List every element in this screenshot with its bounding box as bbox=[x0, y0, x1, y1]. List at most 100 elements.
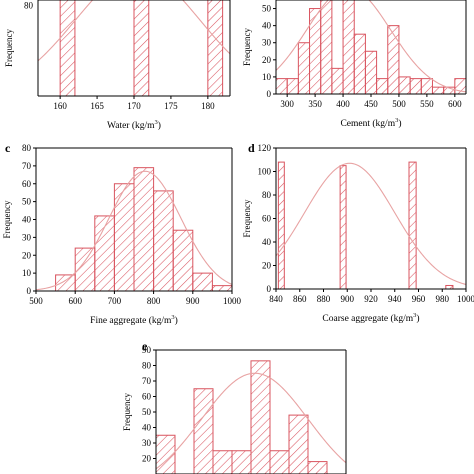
x-axis-label-text: Water (kg/m bbox=[107, 120, 155, 131]
normal-fit-curve bbox=[276, 162, 466, 286]
y-axis-label: Frequency bbox=[122, 393, 132, 431]
y-tick-label: 50 bbox=[22, 197, 32, 207]
y-tick-label: 30 bbox=[262, 38, 272, 48]
bar bbox=[156, 434, 176, 474]
bar bbox=[398, 76, 411, 94]
y-tick-label: 100 bbox=[258, 167, 272, 177]
panel-e: 20 30 40 50 60 70 80 90 Frequency e bbox=[122, 339, 347, 474]
y-tick-label: 80 bbox=[262, 190, 272, 200]
bar bbox=[133, 167, 155, 291]
x-axis-label-sup: 3 bbox=[171, 314, 174, 321]
bar bbox=[353, 33, 366, 94]
y-tick-label: 10 bbox=[262, 72, 272, 82]
x-tick-label: 800 bbox=[147, 296, 161, 306]
bar bbox=[55, 274, 76, 291]
bar bbox=[376, 78, 389, 94]
bar bbox=[288, 414, 309, 474]
bar bbox=[342, 0, 355, 94]
panel-c: 500 600 700 800 900 1000 0 10 20 30 40 50 60 70 80 Freq… bbox=[2, 141, 242, 326]
y-tick-label: 40 bbox=[262, 21, 272, 31]
x-tick-label: 175 bbox=[164, 101, 178, 111]
bars bbox=[276, 0, 466, 94]
bar bbox=[59, 0, 76, 96]
y-axis-label: Frequency bbox=[242, 199, 252, 237]
y-tick-label: 0 bbox=[267, 284, 272, 294]
x-tick-label: 880 bbox=[317, 294, 331, 304]
bar bbox=[387, 25, 400, 94]
bar bbox=[445, 284, 454, 289]
normal-fit-curve bbox=[156, 372, 346, 470]
panel-d: 840 860 880 900 920 940 960 980 1000 0 20 40 60 80 100… bbox=[242, 141, 474, 324]
bar bbox=[276, 78, 288, 94]
x-tick-label: 400 bbox=[336, 99, 350, 109]
bar bbox=[331, 67, 344, 94]
bar bbox=[431, 86, 445, 94]
x-tick-label: 1000 bbox=[457, 294, 474, 304]
y-tick-label: 0 bbox=[27, 286, 32, 296]
normal-fit-curve bbox=[38, 0, 230, 62]
bar bbox=[269, 450, 290, 474]
bar bbox=[172, 229, 194, 291]
bar bbox=[309, 8, 322, 94]
y-tick-label: 60 bbox=[142, 392, 152, 402]
y-axis-label: Frequency bbox=[2, 200, 12, 238]
x-tick-label: 160 bbox=[53, 101, 67, 111]
bar bbox=[307, 461, 328, 474]
bar bbox=[193, 388, 214, 474]
bar bbox=[420, 78, 433, 94]
bar bbox=[364, 50, 378, 94]
y-axis-label: Frequency bbox=[4, 29, 14, 67]
x-axis-label: Water (kg/m3) bbox=[107, 119, 161, 131]
x-tick-label: 960 bbox=[412, 294, 426, 304]
y-axis-label: Frequency bbox=[242, 28, 252, 66]
bar bbox=[250, 360, 271, 474]
y-tick-label: 20 bbox=[262, 55, 272, 65]
x-axis-label-text: Cement (kg/m bbox=[340, 118, 395, 129]
x-tick-label: 165 bbox=[90, 101, 104, 111]
x-axis-label-sup: 3 bbox=[413, 312, 416, 319]
x-tick-label: 450 bbox=[364, 99, 378, 109]
y-tick-label: 70 bbox=[22, 161, 32, 171]
bar bbox=[339, 165, 347, 289]
x-tick-label: 940 bbox=[388, 294, 402, 304]
normal-fit-curve bbox=[36, 170, 232, 291]
x-tick-label: 700 bbox=[108, 296, 122, 306]
x-tick-label: 600 bbox=[68, 296, 82, 306]
y-tick-label: 20 bbox=[262, 261, 272, 271]
x-axis-label: Cement (kg/m3) bbox=[340, 117, 401, 129]
bars bbox=[55, 167, 232, 291]
y-tick-label: 80 bbox=[142, 361, 152, 371]
y-tick-label: 50 bbox=[142, 407, 152, 417]
y-tick-label: 70 bbox=[142, 376, 152, 386]
y-tick-label: 90 bbox=[142, 345, 152, 355]
x-axis-label-sup: 3 bbox=[395, 117, 398, 124]
bar bbox=[211, 285, 232, 291]
normal-fit-curve bbox=[276, 0, 466, 93]
x-tick-label: 550 bbox=[420, 99, 434, 109]
x-axis-label-tail: ) bbox=[158, 120, 161, 131]
panel-b: 300 350 400 450 500 550 600 0 10 20 30 40 50 Frequenc… bbox=[242, 0, 467, 129]
bar bbox=[192, 272, 213, 291]
panel-label: d bbox=[248, 141, 255, 155]
y-tick-label: 10 bbox=[22, 268, 32, 278]
bar bbox=[286, 78, 299, 94]
bar bbox=[212, 450, 233, 474]
bar bbox=[207, 0, 224, 96]
y-tick-label: 20 bbox=[22, 250, 32, 260]
y-tick-label: 120 bbox=[258, 143, 272, 153]
x-tick-label: 900 bbox=[186, 296, 200, 306]
x-tick-label: 300 bbox=[280, 99, 294, 109]
x-axis-label-text: Coarse aggregate (kg/m bbox=[322, 313, 413, 324]
x-tick-label: 900 bbox=[341, 294, 355, 304]
y-tick-label: 40 bbox=[262, 237, 272, 247]
bar bbox=[297, 42, 311, 94]
bar bbox=[231, 450, 252, 474]
bars bbox=[59, 0, 224, 96]
y-tick-label: 50 bbox=[262, 4, 272, 14]
y-tick-label: 80 bbox=[24, 1, 34, 11]
bars bbox=[277, 161, 454, 289]
y-tick-label: 40 bbox=[142, 423, 152, 433]
y-tick-label: 30 bbox=[142, 438, 152, 448]
y-tick-label: 30 bbox=[22, 232, 32, 242]
